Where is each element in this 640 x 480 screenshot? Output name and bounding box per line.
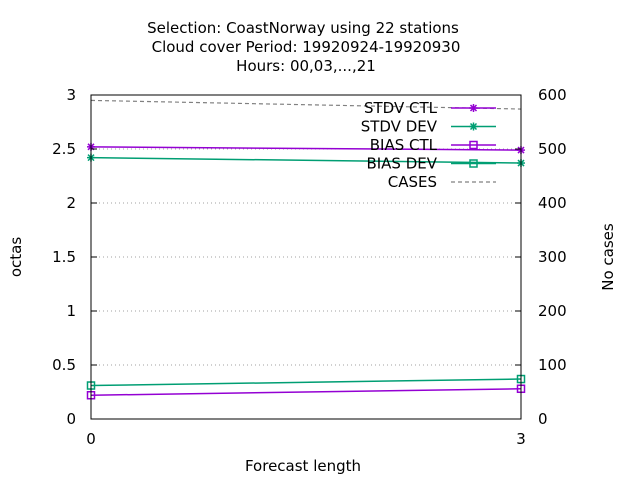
ticks — [90, 94, 522, 420]
y-tick-label: 1.5 — [52, 248, 76, 266]
series-stdv-dev — [87, 153, 525, 168]
legend-label: STDV DEV — [361, 118, 438, 136]
legend-label: STDV CTL — [364, 99, 438, 117]
y-tick-label: 1 — [66, 302, 76, 320]
y-tick-label: 0.5 — [52, 356, 76, 374]
y2-tick-label: 0 — [538, 410, 548, 428]
legend-marker — [469, 122, 478, 131]
y2-axis-label: No cases — [599, 223, 617, 291]
legend-marker — [469, 140, 478, 150]
legend-entry: BIAS CTL — [370, 136, 496, 154]
y2-tick-labels: 0 100 200 300 400 500 600 — [538, 86, 567, 428]
series-bias-ctl — [86, 384, 526, 400]
y-axis-label: octas — [7, 237, 25, 277]
x-axis-label: Forecast length — [245, 457, 361, 475]
series-line — [90, 378, 522, 387]
series-line — [90, 99, 522, 110]
legend-label: BIAS CTL — [370, 136, 438, 154]
y2-tick-label: 100 — [538, 356, 567, 374]
x-tick-label: 3 — [516, 430, 526, 448]
chart-title: Selection: CoastNorway using 22 stations… — [147, 19, 460, 75]
y-tick-label: 0 — [66, 410, 76, 428]
y-tick-labels: 0 0.5 1 1.5 2 2.5 3 — [52, 86, 76, 428]
legend-marker — [469, 104, 478, 112]
legend-marker — [469, 159, 478, 168]
y-tick-label: 2 — [66, 194, 76, 212]
legend-label: BIAS DEV — [366, 155, 437, 173]
y2-tick-label: 200 — [538, 302, 567, 320]
series-bias-dev — [86, 374, 526, 390]
title-line-3: Hours: 00,03,...,21 — [236, 57, 376, 75]
series-line — [90, 146, 522, 151]
y2-tick-label: 400 — [538, 194, 567, 212]
y-tick-label: 3 — [66, 86, 76, 104]
title-line-1: Selection: CoastNorway using 22 stations — [147, 19, 459, 37]
title-line-2: Cloud cover Period: 19920924-19920930 — [152, 38, 461, 56]
legend-entry: BIAS DEV — [366, 155, 496, 173]
y-tick-label: 2.5 — [52, 140, 76, 158]
series-line — [90, 388, 522, 396]
y2-tick-label: 300 — [538, 248, 567, 266]
grid — [91, 148, 521, 366]
series-line — [90, 156, 522, 164]
x-tick-label: 0 — [86, 430, 96, 448]
legend-entry: CASES — [388, 173, 496, 191]
series-cases — [90, 99, 522, 110]
legend-entry: STDV DEV — [361, 118, 496, 136]
legend-label: CASES — [388, 173, 437, 191]
y2-tick-label: 600 — [538, 86, 567, 104]
y2-tick-label: 500 — [538, 140, 567, 158]
legend-entry: STDV CTL — [364, 99, 496, 117]
